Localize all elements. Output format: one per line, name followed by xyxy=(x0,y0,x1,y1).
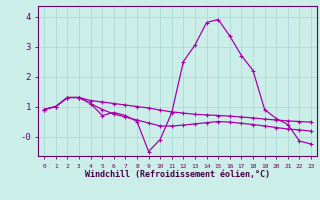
X-axis label: Windchill (Refroidissement éolien,°C): Windchill (Refroidissement éolien,°C) xyxy=(85,170,270,179)
